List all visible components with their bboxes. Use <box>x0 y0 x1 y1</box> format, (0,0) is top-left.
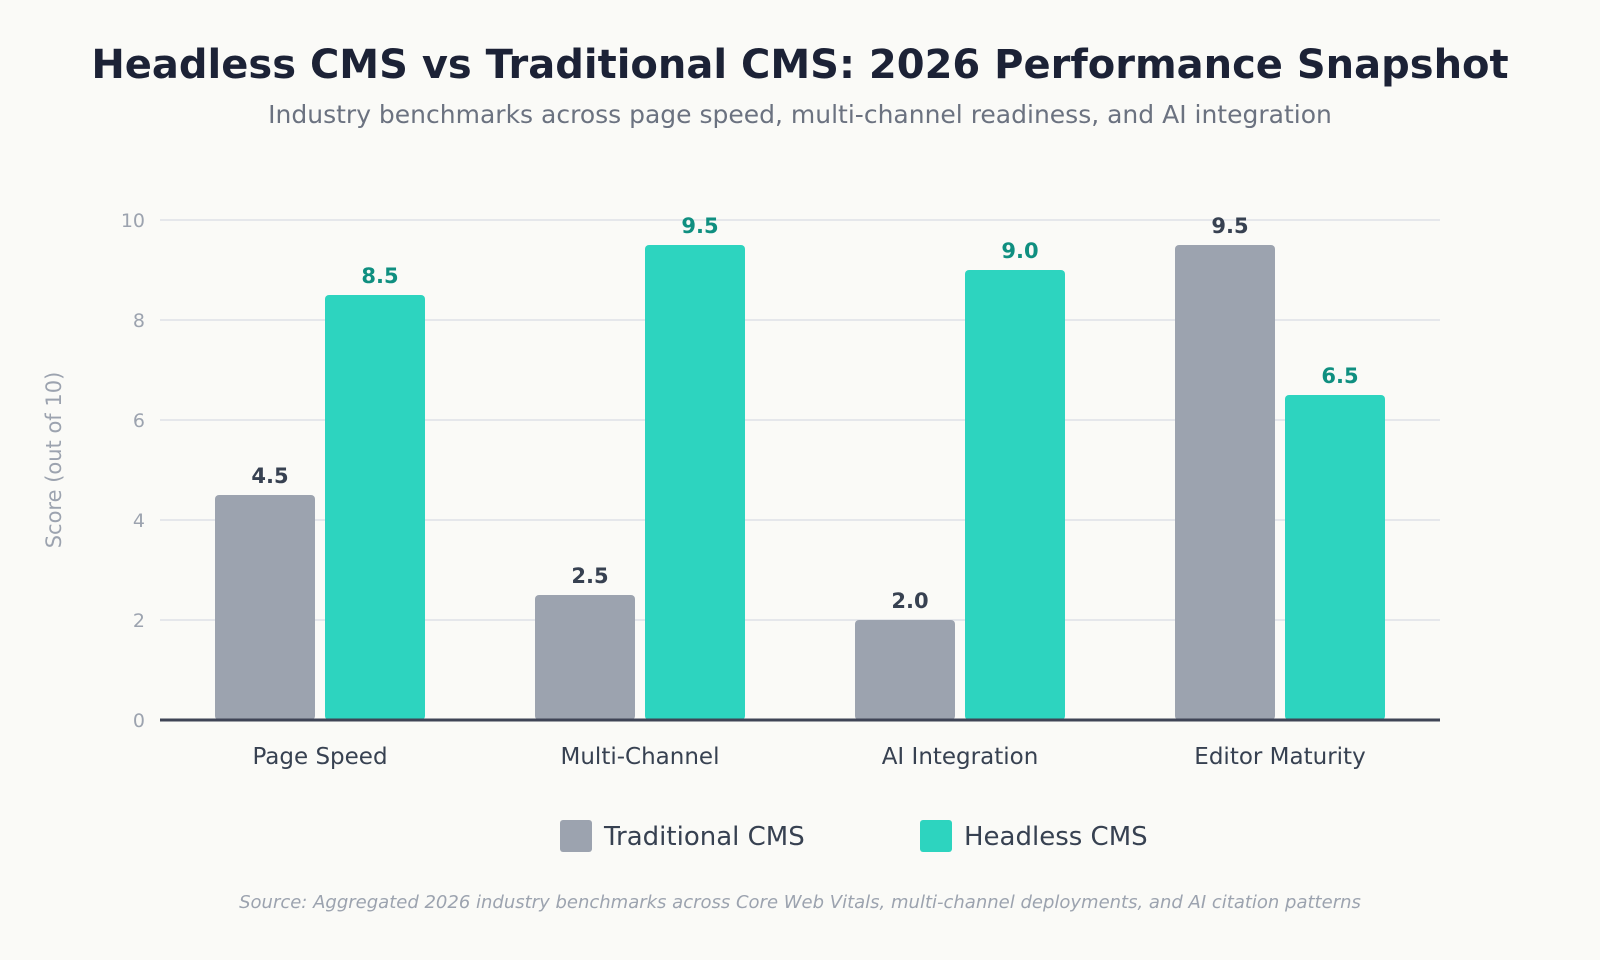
y-axis-label: Score (out of 10) <box>42 372 66 549</box>
legend-label: Traditional CMS <box>603 822 805 852</box>
bar <box>645 245 745 720</box>
bar <box>965 270 1065 720</box>
bar <box>535 595 635 720</box>
x-tick-label: Page Speed <box>252 744 387 770</box>
source-note: Source: Aggregated 2026 industry benchma… <box>239 892 1361 913</box>
data-label: 8.5 <box>361 264 398 288</box>
legend: Traditional CMS Headless CMS <box>560 820 1148 852</box>
data-label: 9.0 <box>1001 239 1038 263</box>
data-label: 2.0 <box>891 589 928 613</box>
y-tick-label: 0 <box>133 710 145 732</box>
chart-title: Headless CMS vs Traditional CMS: 2026 Pe… <box>91 42 1509 88</box>
data-label: 6.5 <box>1321 364 1358 388</box>
axes: 0 2 4 6 8 10 Score (out of 10) Page Speed Multi-… <box>42 210 1440 770</box>
x-tick-label: Multi-Channel <box>561 744 720 770</box>
bars <box>215 245 1385 720</box>
bar <box>1285 395 1385 720</box>
y-tick-label: 4 <box>133 510 145 532</box>
legend-swatch <box>920 820 952 852</box>
y-tick-label: 10 <box>121 210 145 232</box>
y-tick-label: 8 <box>133 310 145 332</box>
chart-subtitle: Industry benchmarks across page speed, m… <box>268 100 1332 129</box>
value-labels: 4.5 8.5 2.5 9.5 2.0 9.0 9.5 6.5 <box>251 214 1358 613</box>
data-label: 4.5 <box>251 464 288 488</box>
bar <box>855 620 955 720</box>
data-label: 9.5 <box>1211 214 1248 238</box>
x-tick-label: AI Integration <box>882 744 1039 770</box>
bar <box>215 495 315 720</box>
y-tick-label: 2 <box>133 610 145 632</box>
y-tick-label: 6 <box>133 410 145 432</box>
legend-label: Headless CMS <box>964 822 1148 852</box>
bar <box>325 295 425 720</box>
data-label: 2.5 <box>571 564 608 588</box>
x-tick-label: Editor Maturity <box>1194 744 1365 770</box>
legend-swatch <box>560 820 592 852</box>
bar <box>1175 245 1275 720</box>
data-label: 9.5 <box>681 214 718 238</box>
